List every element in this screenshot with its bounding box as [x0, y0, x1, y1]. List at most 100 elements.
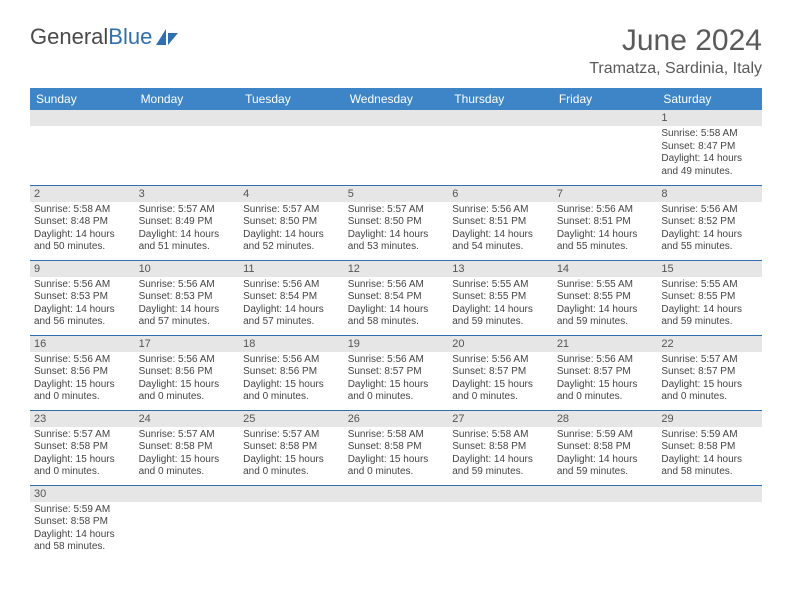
day-cell: 11Sunrise: 5:56 AMSunset: 8:54 PMDayligh… — [239, 260, 344, 335]
day-cell: 8Sunrise: 5:56 AMSunset: 8:52 PMDaylight… — [657, 185, 762, 260]
calendar-table: SundayMondayTuesdayWednesdayThursdayFrid… — [30, 88, 762, 560]
sunrise-line: Sunrise: 5:56 AM — [243, 279, 340, 292]
day-number: 14 — [553, 261, 658, 277]
sunrise-line: Sunrise: 5:57 AM — [661, 354, 758, 367]
sunrise-line: Sunrise: 5:59 AM — [661, 429, 758, 442]
day-number: 25 — [239, 411, 344, 427]
empty-cell — [448, 485, 553, 560]
logo-text-2: Blue — [108, 24, 152, 50]
daylight-line: Daylight: 15 hours and 0 minutes. — [452, 379, 549, 404]
sunset-line: Sunset: 8:58 PM — [557, 441, 654, 454]
day-cell: 13Sunrise: 5:55 AMSunset: 8:55 PMDayligh… — [448, 260, 553, 335]
daylight-line: Daylight: 14 hours and 57 minutes. — [243, 304, 340, 329]
sunset-line: Sunset: 8:55 PM — [452, 291, 549, 304]
day-text — [448, 126, 553, 182]
sunset-line: Sunset: 8:53 PM — [139, 291, 236, 304]
month-title: June 2024 — [589, 24, 762, 58]
day-cell: 27Sunrise: 5:58 AMSunset: 8:58 PMDayligh… — [448, 410, 553, 485]
sunrise-line: Sunrise: 5:57 AM — [139, 204, 236, 217]
day-number — [135, 486, 240, 502]
calendar-row: 16Sunrise: 5:56 AMSunset: 8:56 PMDayligh… — [30, 335, 762, 410]
day-number — [448, 110, 553, 126]
daylight-line: Daylight: 14 hours and 57 minutes. — [139, 304, 236, 329]
day-cell: 30Sunrise: 5:59 AMSunset: 8:58 PMDayligh… — [30, 485, 135, 560]
daylight-line: Daylight: 14 hours and 58 minutes. — [348, 304, 445, 329]
day-number: 8 — [657, 186, 762, 202]
day-text — [135, 502, 240, 558]
calendar-body: 1Sunrise: 5:58 AMSunset: 8:47 PMDaylight… — [30, 110, 762, 560]
sunset-line: Sunset: 8:51 PM — [557, 216, 654, 229]
weekday-header: Thursday — [448, 88, 553, 110]
day-number: 23 — [30, 411, 135, 427]
empty-cell — [239, 485, 344, 560]
sunset-line: Sunset: 8:58 PM — [452, 441, 549, 454]
sunset-line: Sunset: 8:57 PM — [348, 366, 445, 379]
day-text: Sunrise: 5:57 AMSunset: 8:50 PMDaylight:… — [344, 202, 449, 258]
day-text: Sunrise: 5:55 AMSunset: 8:55 PMDaylight:… — [553, 277, 658, 333]
day-text — [344, 126, 449, 182]
day-cell: 14Sunrise: 5:55 AMSunset: 8:55 PMDayligh… — [553, 260, 658, 335]
daylight-line: Daylight: 14 hours and 58 minutes. — [34, 529, 131, 554]
day-cell: 6Sunrise: 5:56 AMSunset: 8:51 PMDaylight… — [448, 185, 553, 260]
sunset-line: Sunset: 8:58 PM — [34, 516, 131, 529]
weekday-header: Monday — [135, 88, 240, 110]
sunset-line: Sunset: 8:57 PM — [452, 366, 549, 379]
day-cell: 19Sunrise: 5:56 AMSunset: 8:57 PMDayligh… — [344, 335, 449, 410]
sunset-line: Sunset: 8:54 PM — [243, 291, 340, 304]
sunrise-line: Sunrise: 5:55 AM — [452, 279, 549, 292]
day-cell: 28Sunrise: 5:59 AMSunset: 8:58 PMDayligh… — [553, 410, 658, 485]
day-text — [657, 502, 762, 558]
day-text: Sunrise: 5:55 AMSunset: 8:55 PMDaylight:… — [448, 277, 553, 333]
daylight-line: Daylight: 15 hours and 0 minutes. — [34, 379, 131, 404]
empty-cell — [448, 110, 553, 185]
daylight-line: Daylight: 15 hours and 0 minutes. — [139, 379, 236, 404]
day-text: Sunrise: 5:58 AMSunset: 8:58 PMDaylight:… — [448, 427, 553, 483]
day-text: Sunrise: 5:56 AMSunset: 8:53 PMDaylight:… — [30, 277, 135, 333]
sunset-line: Sunset: 8:49 PM — [139, 216, 236, 229]
day-cell: 15Sunrise: 5:55 AMSunset: 8:55 PMDayligh… — [657, 260, 762, 335]
day-number: 10 — [135, 261, 240, 277]
daylight-line: Daylight: 15 hours and 0 minutes. — [243, 379, 340, 404]
calendar-row: 23Sunrise: 5:57 AMSunset: 8:58 PMDayligh… — [30, 410, 762, 485]
day-text: Sunrise: 5:57 AMSunset: 8:50 PMDaylight:… — [239, 202, 344, 258]
day-cell: 1Sunrise: 5:58 AMSunset: 8:47 PMDaylight… — [657, 110, 762, 185]
daylight-line: Daylight: 14 hours and 49 minutes. — [661, 153, 758, 178]
sunrise-line: Sunrise: 5:56 AM — [34, 354, 131, 367]
day-cell: 29Sunrise: 5:59 AMSunset: 8:58 PMDayligh… — [657, 410, 762, 485]
day-text: Sunrise: 5:56 AMSunset: 8:54 PMDaylight:… — [344, 277, 449, 333]
daylight-line: Daylight: 15 hours and 0 minutes. — [348, 379, 445, 404]
day-number: 12 — [344, 261, 449, 277]
empty-cell — [239, 110, 344, 185]
daylight-line: Daylight: 14 hours and 59 minutes. — [452, 454, 549, 479]
logo-text-1: General — [30, 24, 108, 50]
day-cell: 16Sunrise: 5:56 AMSunset: 8:56 PMDayligh… — [30, 335, 135, 410]
sunset-line: Sunset: 8:57 PM — [557, 366, 654, 379]
location: Tramatza, Sardinia, Italy — [589, 60, 762, 78]
weekday-header: Sunday — [30, 88, 135, 110]
day-number — [239, 110, 344, 126]
day-text: Sunrise: 5:56 AMSunset: 8:56 PMDaylight:… — [30, 352, 135, 408]
weekday-row: SundayMondayTuesdayWednesdayThursdayFrid… — [30, 88, 762, 110]
daylight-line: Daylight: 14 hours and 55 minutes. — [557, 229, 654, 254]
day-number: 17 — [135, 336, 240, 352]
day-text: Sunrise: 5:56 AMSunset: 8:52 PMDaylight:… — [657, 202, 762, 258]
day-text — [553, 502, 658, 558]
day-cell: 20Sunrise: 5:56 AMSunset: 8:57 PMDayligh… — [448, 335, 553, 410]
day-cell: 3Sunrise: 5:57 AMSunset: 8:49 PMDaylight… — [135, 185, 240, 260]
daylight-line: Daylight: 15 hours and 0 minutes. — [34, 454, 131, 479]
weekday-header: Saturday — [657, 88, 762, 110]
calendar-row: 1Sunrise: 5:58 AMSunset: 8:47 PMDaylight… — [30, 110, 762, 185]
calendar-row: 2Sunrise: 5:58 AMSunset: 8:48 PMDaylight… — [30, 185, 762, 260]
day-number: 27 — [448, 411, 553, 427]
header: GeneralBlue June 2024 Tramatza, Sardinia… — [30, 24, 762, 78]
day-number: 15 — [657, 261, 762, 277]
empty-cell — [553, 485, 658, 560]
day-cell: 22Sunrise: 5:57 AMSunset: 8:57 PMDayligh… — [657, 335, 762, 410]
day-text — [344, 502, 449, 558]
calendar-page: GeneralBlue June 2024 Tramatza, Sardinia… — [0, 0, 792, 560]
sunset-line: Sunset: 8:47 PM — [661, 141, 758, 154]
weekday-header: Wednesday — [344, 88, 449, 110]
daylight-line: Daylight: 15 hours and 0 minutes. — [348, 454, 445, 479]
sunrise-line: Sunrise: 5:57 AM — [34, 429, 131, 442]
sunrise-line: Sunrise: 5:58 AM — [34, 204, 131, 217]
